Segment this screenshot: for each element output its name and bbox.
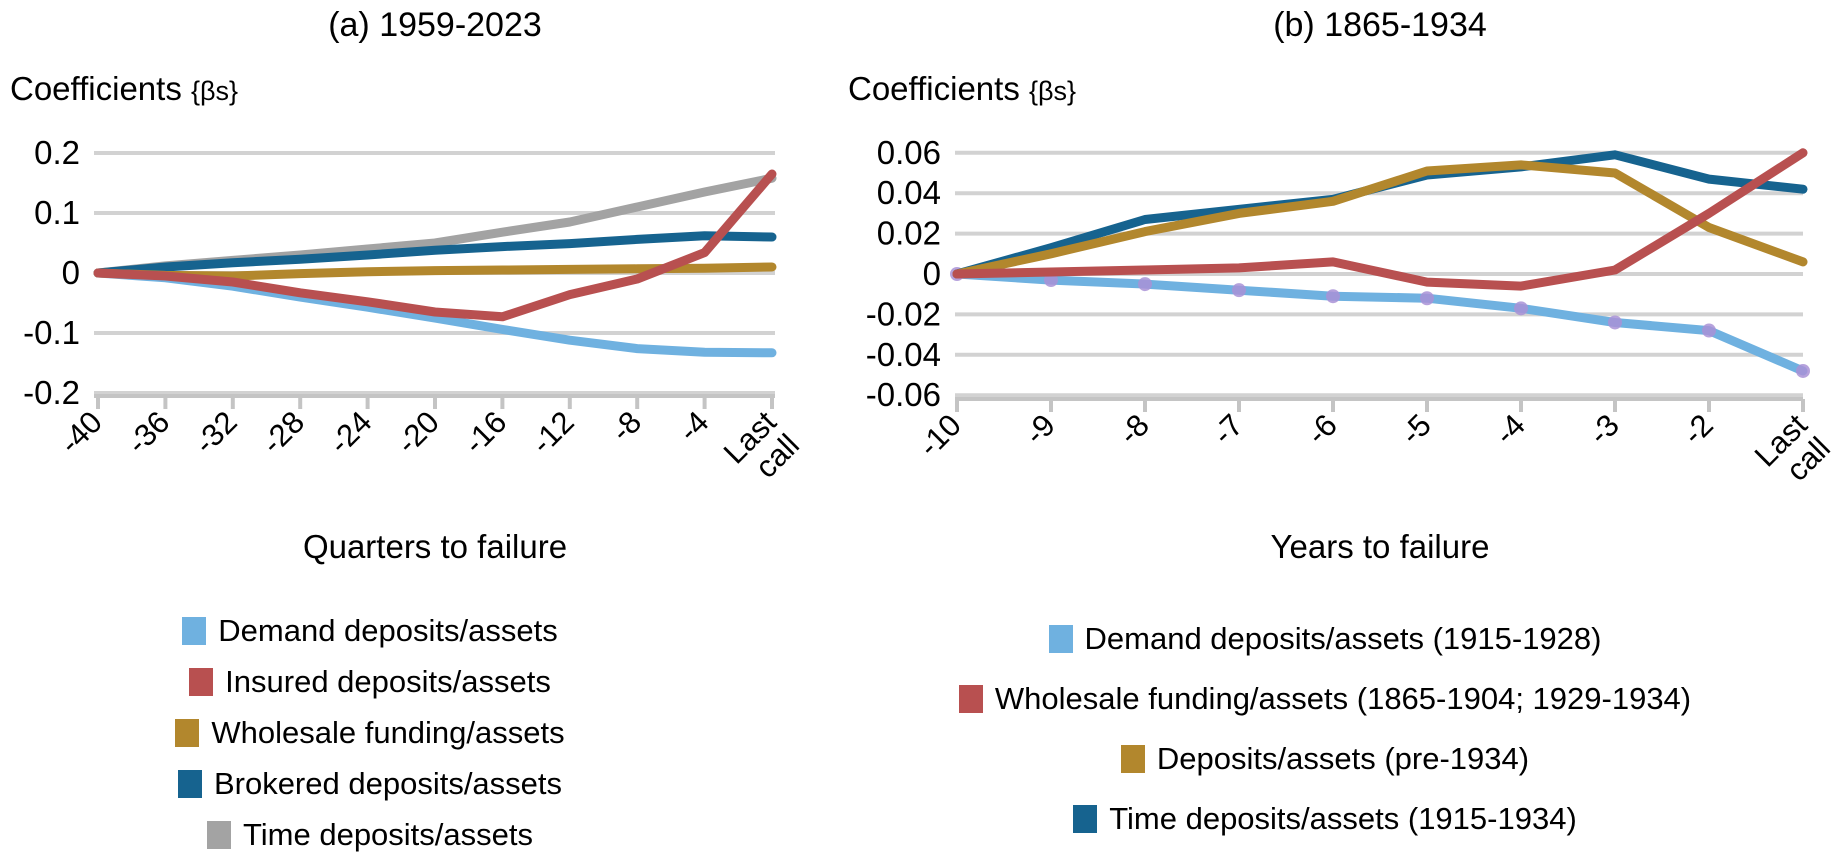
chart-b-xaxis-title: Years to failure <box>1270 528 1490 565</box>
series-line-deposits-assets-pre-1934 <box>952 160 1808 279</box>
marker-dot <box>1796 363 1810 378</box>
legend-row: Time deposits/assets <box>40 814 700 856</box>
y-tick-label: 0.2 <box>34 134 80 171</box>
y-tick-label: -0.06 <box>866 376 941 413</box>
marker-dot <box>1608 315 1622 330</box>
x-tick-label: -16 <box>457 404 513 460</box>
marker-dot <box>1138 277 1152 292</box>
marker-dot <box>1326 289 1340 304</box>
legend-row: Wholesale funding/assets (1865-1904; 192… <box>820 678 1830 720</box>
legend-label: Demand deposits/assets <box>218 613 558 648</box>
x-tick-label: -2 <box>1676 407 1720 451</box>
marker-dot <box>1232 283 1246 298</box>
legend-swatch <box>175 719 200 747</box>
marker-dot <box>1514 301 1528 316</box>
x-tick-label: -3 <box>1582 407 1626 451</box>
legend-row: Demand deposits/assets (1915-1928) <box>820 618 1830 660</box>
legend-row: Brokered deposits/assets <box>40 763 700 805</box>
x-tick-label: -6 <box>1300 407 1344 451</box>
legend-row: Insured deposits/assets <box>40 661 700 703</box>
legend-swatch <box>1073 805 1098 833</box>
x-tick-label: -40 <box>53 404 109 460</box>
series-line-demand-deposits-assets-1915-1928 <box>952 269 1808 376</box>
x-tick-label: -5 <box>1394 407 1438 451</box>
legend-label: Wholesale funding/assets (1865-1904; 192… <box>994 681 1692 716</box>
y-tick-label: 0.04 <box>877 174 941 211</box>
legend-row: Demand deposits/assets <box>40 610 700 652</box>
legend-row: Wholesale funding/assets <box>40 712 700 754</box>
y-tick-label: 0 <box>923 255 941 292</box>
chart-a-xaxis-title: Quarters to failure <box>302 528 568 565</box>
x-tick-label: -28 <box>255 404 311 460</box>
y-tick-label: 0 <box>62 254 80 291</box>
series-line-time-deposits-assets <box>93 173 777 278</box>
chart-a-title: (a) 1959-2023 <box>328 6 542 44</box>
x-tick-label: -36 <box>120 404 176 460</box>
x-tick-label: -20 <box>390 404 446 460</box>
legend-label: Time deposits/assets <box>242 817 534 852</box>
legend-swatch <box>206 821 231 849</box>
legend-swatch <box>177 770 202 798</box>
y-tick-label: 0.02 <box>877 215 941 252</box>
x-tick-label: -24 <box>322 404 378 460</box>
marker-dot <box>1702 323 1716 338</box>
x-tick-label: -8 <box>604 404 648 448</box>
chart-a-yaxis-label-beta: {βs} <box>191 76 239 106</box>
chart-b-legend: Demand deposits/assets (1915-1928) Wholes… <box>820 618 1830 840</box>
chart-a-legend: Demand deposits/assets Insured deposits/a… <box>40 610 700 856</box>
legend-label: Wholesale funding/assets <box>211 715 565 750</box>
series-line-brokered-deposits-assets <box>93 231 777 278</box>
x-tick-label: -32 <box>187 404 243 460</box>
series-line-time-deposits-assets-1915-1934 <box>952 150 1808 279</box>
x-tick-label: -4 <box>1488 407 1532 451</box>
y-tick-label: -0.1 <box>23 314 80 351</box>
legend-label: Insured deposits/assets <box>225 664 551 699</box>
series-line-insured-deposits-assets <box>93 169 777 322</box>
legend-label: Demand deposits/assets (1915-1928) <box>1084 621 1602 656</box>
x-tick-label: -10 <box>912 407 968 463</box>
legend-label: Deposits/assets (pre-1934) <box>1156 741 1530 776</box>
x-tick-label: -9 <box>1018 407 1062 451</box>
y-tick-label: -0.2 <box>23 374 80 411</box>
x-tick-label: -12 <box>524 404 580 460</box>
legend-swatch <box>1120 745 1145 773</box>
y-tick-label: -0.02 <box>866 295 941 332</box>
y-tick-label: 0.06 <box>877 134 941 171</box>
legend-swatch <box>182 617 207 645</box>
legend-label: Time deposits/assets (1915-1934) <box>1109 801 1577 836</box>
x-tick-label: -8 <box>1112 407 1156 451</box>
y-tick-label: 0.1 <box>34 194 80 231</box>
marker-dot <box>1420 291 1434 306</box>
legend-row: Deposits/assets (pre-1934) <box>820 738 1830 780</box>
x-tick-label: -7 <box>1206 407 1250 451</box>
chart-b-yaxis-label-beta: {βs} <box>1029 76 1077 106</box>
series-line-wholesale-funding-assets-1865-1904-1929-1934 <box>952 148 1808 291</box>
legend-swatch <box>1048 625 1073 653</box>
legend-swatch <box>189 668 214 696</box>
chart-a-yaxis-label-main: Coefficients <box>10 70 182 107</box>
chart-b-title: (b) 1865-1934 <box>1273 6 1487 44</box>
chart-b-yaxis-label: Coefficients {βs} <box>848 70 1076 108</box>
x-tick-label: -4 <box>671 404 715 448</box>
legend-label: Brokered deposits/assets <box>213 766 563 801</box>
y-tick-label: -0.04 <box>866 336 941 373</box>
chart-a-yaxis-label: Coefficients {βs} <box>10 70 238 108</box>
legend-swatch <box>958 685 983 713</box>
chart-b-yaxis-label-main: Coefficients <box>848 70 1020 107</box>
legend-row: Time deposits/assets (1915-1934) <box>820 798 1830 840</box>
